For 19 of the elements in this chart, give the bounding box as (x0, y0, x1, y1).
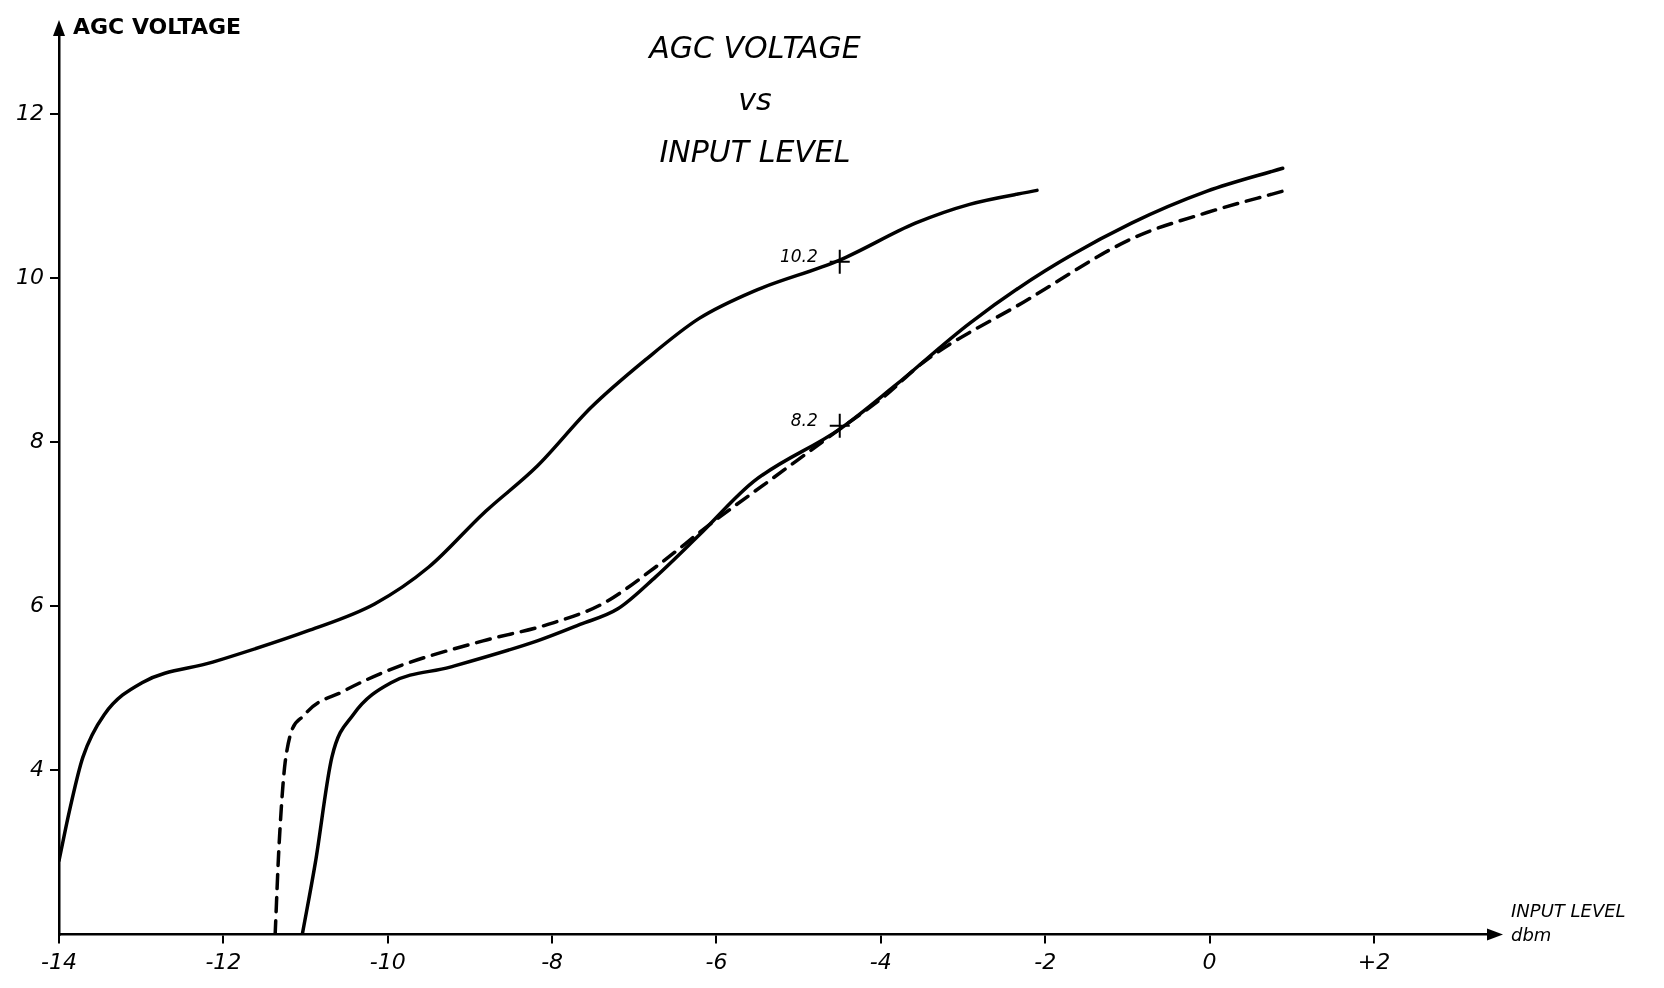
x-tick-label: -10 (369, 948, 406, 974)
annotation: 10.2 (779, 246, 818, 267)
x-tick-label: -12 (205, 948, 242, 974)
x-tick-label: -6 (705, 948, 728, 974)
x-tick-label: +2 (1357, 948, 1391, 974)
x-tick-label: -4 (869, 948, 892, 974)
annotation: 8.2 (790, 410, 818, 431)
x-tick-label: -8 (541, 948, 564, 974)
y-tick-label: 12 (15, 99, 44, 125)
x-tick-label: -14 (41, 948, 77, 974)
x-axis-title: INPUT LEVEL dbm (1511, 900, 1626, 946)
y-tick-label: 6 (29, 592, 44, 618)
y-tick-label: 4 (29, 756, 44, 782)
y-axis-title: AGC VOLTAGE (72, 13, 242, 39)
x-tick-label: -2 (1034, 948, 1057, 974)
y-tick-label: 8 (29, 427, 44, 453)
y-tick-label: 10 (15, 263, 44, 289)
x-tick-label: 0 (1202, 948, 1217, 974)
text: AGC VOLTAGE vs INPUT LEVEL (647, 29, 861, 169)
